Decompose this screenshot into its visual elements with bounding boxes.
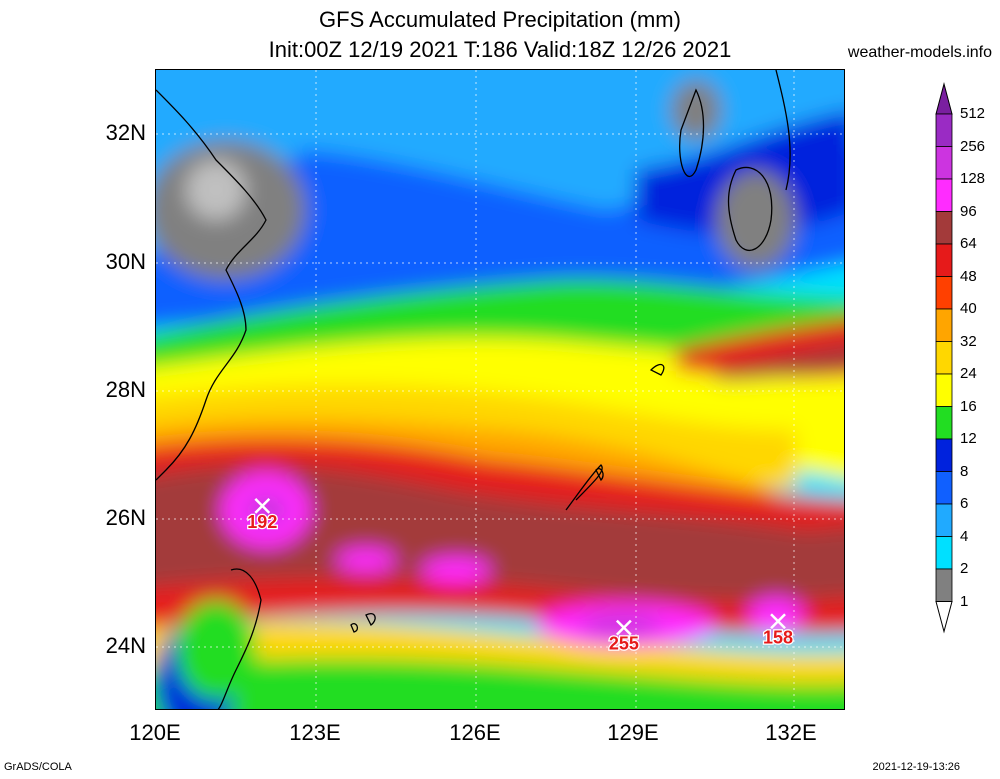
lon-label-126e: 126E bbox=[449, 720, 501, 745]
lat-label-26n: 26N bbox=[105, 505, 146, 530]
colorbar-segment bbox=[935, 308, 953, 342]
max-marker: 255 bbox=[608, 619, 640, 655]
footer-right: 2021-12-19-13:26 bbox=[872, 761, 960, 773]
colorbar-segment bbox=[935, 146, 953, 180]
lat-label-28n: 28N bbox=[105, 377, 146, 402]
colorbar-segment bbox=[935, 243, 953, 277]
max-markers: 192 255 158 bbox=[246, 497, 794, 655]
site-name: weather-models.info bbox=[847, 44, 992, 61]
lat-label-30n: 30N bbox=[105, 249, 146, 274]
colorbar-segment bbox=[935, 113, 953, 147]
lon-label-120e: 120E bbox=[129, 720, 181, 745]
colorbar-level-label: 32 bbox=[960, 332, 977, 350]
max-marker-label: 255 bbox=[609, 634, 639, 654]
colorbar-level-label: 96 bbox=[960, 202, 977, 220]
colorbar-level-label: 2 bbox=[960, 560, 969, 577]
colorbar-segment bbox=[935, 211, 953, 245]
colorbar-segment bbox=[935, 536, 953, 570]
colorbar-segment bbox=[935, 406, 953, 440]
colorbar-level-label: 256 bbox=[960, 137, 986, 155]
max-marker: 192 bbox=[246, 497, 279, 533]
lon-label-129e: 129E bbox=[607, 720, 659, 745]
max-marker: 158 bbox=[762, 613, 794, 649]
colorbar-segment bbox=[935, 568, 953, 602]
colorbar-level-label: 16 bbox=[960, 397, 977, 415]
colorbar bbox=[935, 82, 953, 634]
precip-map: 192 255 158 bbox=[155, 69, 845, 710]
colorbar-segment bbox=[935, 178, 953, 212]
colorbar-segment bbox=[935, 276, 953, 310]
max-marker-label: 158 bbox=[763, 627, 793, 647]
colorbar-segment bbox=[935, 341, 953, 375]
footer-left: GrADS/COLA bbox=[4, 761, 72, 773]
grid-lines bbox=[156, 70, 844, 709]
coastlines bbox=[156, 70, 791, 709]
precip-field bbox=[156, 70, 844, 709]
colorbar-segment bbox=[935, 471, 953, 505]
lon-label-132e: 132E bbox=[765, 720, 817, 745]
lon-label-123e: 123E bbox=[289, 720, 341, 745]
colorbar-segment bbox=[935, 503, 953, 537]
lat-label-24n: 24N bbox=[105, 633, 146, 658]
colorbar-level-label: 48 bbox=[960, 267, 977, 285]
colorbar-level-label: 8 bbox=[960, 462, 969, 480]
colorbar-level-label: 128 bbox=[960, 170, 986, 187]
colorbar-level-label: 64 bbox=[960, 235, 977, 252]
colorbar-level-label: 1 bbox=[960, 592, 969, 610]
colorbar-level-label: 40 bbox=[960, 300, 977, 317]
colorbar-level-label: 24 bbox=[960, 365, 977, 382]
colorbar-level-label: 12 bbox=[960, 430, 977, 447]
colorbar-level-label: 512 bbox=[960, 105, 986, 122]
map-subtitle: Init:00Z 12/19 2021 T:186 Valid:18Z 12/2… bbox=[268, 37, 732, 62]
colorbar-bottom-arrow bbox=[935, 601, 953, 634]
colorbar-level-label: 4 bbox=[960, 527, 969, 545]
max-marker-label: 192 bbox=[247, 512, 277, 532]
lat-label-32n: 32N bbox=[105, 120, 146, 145]
map-title: GFS Accumulated Precipitation (mm) bbox=[319, 7, 681, 32]
colorbar-segment bbox=[935, 438, 953, 472]
colorbar-top-arrow bbox=[935, 82, 953, 115]
colorbar-segment bbox=[935, 373, 953, 407]
colorbar-level-label: 6 bbox=[960, 495, 969, 512]
